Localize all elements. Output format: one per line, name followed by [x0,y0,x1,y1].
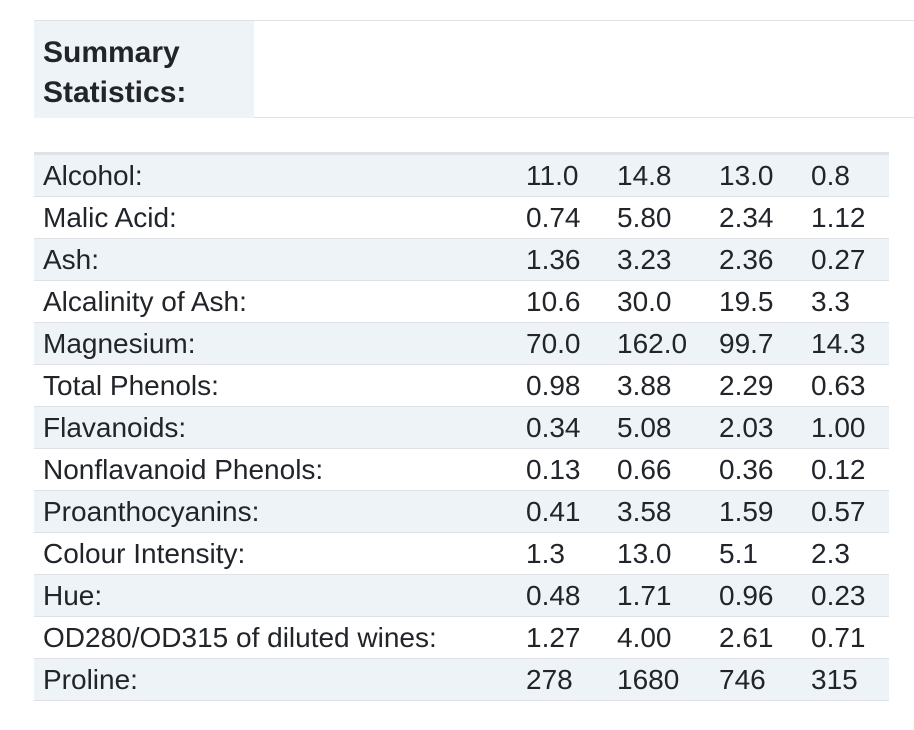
value-cell: 0.13 [526,448,617,491]
value-cell: 13.0 [617,532,719,575]
summary-header-table: Summary Statistics: [34,20,914,118]
row-label: Total Phenols: [34,364,526,407]
value-cell: 70.0 [526,322,617,365]
value-cell: 13.0 [719,153,811,197]
row-label: Nonflavanoid Phenols: [34,448,526,491]
value-cell: 1.00 [811,406,889,449]
value-cell: 2.03 [719,406,811,449]
value-cell: 1.36 [526,238,617,281]
value-cell: 0.34 [526,406,617,449]
value-cell: 746 [719,658,811,701]
value-cell: 0.27 [811,238,889,281]
table-row: OD280/OD315 of diluted wines: 1.27 4.00 2.6… [34,616,889,659]
value-cell: 0.71 [811,616,889,659]
value-cell: 10.6 [526,280,617,323]
row-label: Flavanoids: [34,406,526,449]
value-cell: 315 [811,658,889,701]
table-row: Colour Intensity: 1.3 13.0 5.1 2.3 [34,532,889,575]
row-label: Proanthocyanins: [34,490,526,533]
table-row: Total Phenols: 0.98 3.88 2.29 0.63 [34,364,889,407]
row-label: Malic Acid: [34,196,526,239]
value-cell: 0.41 [526,490,617,533]
value-cell: 1.12 [811,196,889,239]
table-row: Flavanoids: 0.34 5.08 2.03 1.00 [34,406,889,449]
value-cell: 2.36 [719,238,811,281]
value-cell: 0.8 [811,153,889,197]
value-cell: 162.0 [617,322,719,365]
value-cell: 0.63 [811,364,889,407]
value-cell: 1.71 [617,574,719,617]
value-cell: 3.3 [811,280,889,323]
value-cell: 0.57 [811,490,889,533]
value-cell: 3.23 [617,238,719,281]
value-cell: 0.48 [526,574,617,617]
value-cell: 14.3 [811,322,889,365]
row-label: Alcalinity of Ash: [34,280,526,323]
value-cell: 2.29 [719,364,811,407]
summary-statistics-table: Alcohol: 11.0 14.8 13.0 0.8 Malic Acid: 0.74 5.… [34,152,889,701]
value-cell: 11.0 [526,153,617,197]
value-cell: 4.00 [617,616,719,659]
value-cell: 0.98 [526,364,617,407]
heading-line-1: Summary [43,36,180,69]
row-label: Hue: [34,574,526,617]
row-label: Proline: [34,658,526,701]
table-row: Proanthocyanins: 0.41 3.58 1.59 0.57 [34,490,889,533]
value-cell: 0.36 [719,448,811,491]
table-row: Malic Acid: 0.74 5.80 2.34 1.12 [34,196,889,239]
value-cell: 3.58 [617,490,719,533]
value-cell: 3.88 [617,364,719,407]
value-cell: 1.59 [719,490,811,533]
value-cell: 278 [526,658,617,701]
value-cell: 99.7 [719,322,811,365]
value-cell: 14.8 [617,153,719,197]
row-label: Ash: [34,238,526,281]
summary-statistics-heading: Summary Statistics: [34,21,254,118]
value-cell: 5.80 [617,196,719,239]
table-row: Proline: 278 1680 746 315 [34,658,889,701]
value-cell: 1.27 [526,616,617,659]
value-cell: 1.3 [526,532,617,575]
value-cell: 19.5 [719,280,811,323]
table-row: Magnesium: 70.0 162.0 99.7 14.3 [34,322,889,365]
value-cell: 0.12 [811,448,889,491]
value-cell: 0.96 [719,574,811,617]
stats-table-body: Alcohol: 11.0 14.8 13.0 0.8 Malic Acid: 0.74 5.… [34,153,889,701]
row-label: Colour Intensity: [34,532,526,575]
table-row: Alcalinity of Ash: 10.6 30.0 19.5 3.3 [34,280,889,323]
value-cell: 2.61 [719,616,811,659]
value-cell: 0.23 [811,574,889,617]
value-cell: 0.74 [526,196,617,239]
value-cell: 5.1 [719,532,811,575]
value-cell: 5.08 [617,406,719,449]
row-label: Alcohol: [34,153,526,197]
value-cell: 0.66 [617,448,719,491]
value-cell: 2.3 [811,532,889,575]
value-cell: 2.34 [719,196,811,239]
row-label: OD280/OD315 of diluted wines: [34,616,526,659]
value-cell: 30.0 [617,280,719,323]
row-label: Magnesium: [34,322,526,365]
table-row: Hue: 0.48 1.71 0.96 0.23 [34,574,889,617]
heading-line-2: Statistics: [43,76,187,109]
value-cell: 1680 [617,658,719,701]
table-row: Ash: 1.36 3.23 2.36 0.27 [34,238,889,281]
table-row: Nonflavanoid Phenols: 0.13 0.66 0.36 0.12 [34,448,889,491]
table-row: Alcohol: 11.0 14.8 13.0 0.8 [34,153,889,197]
